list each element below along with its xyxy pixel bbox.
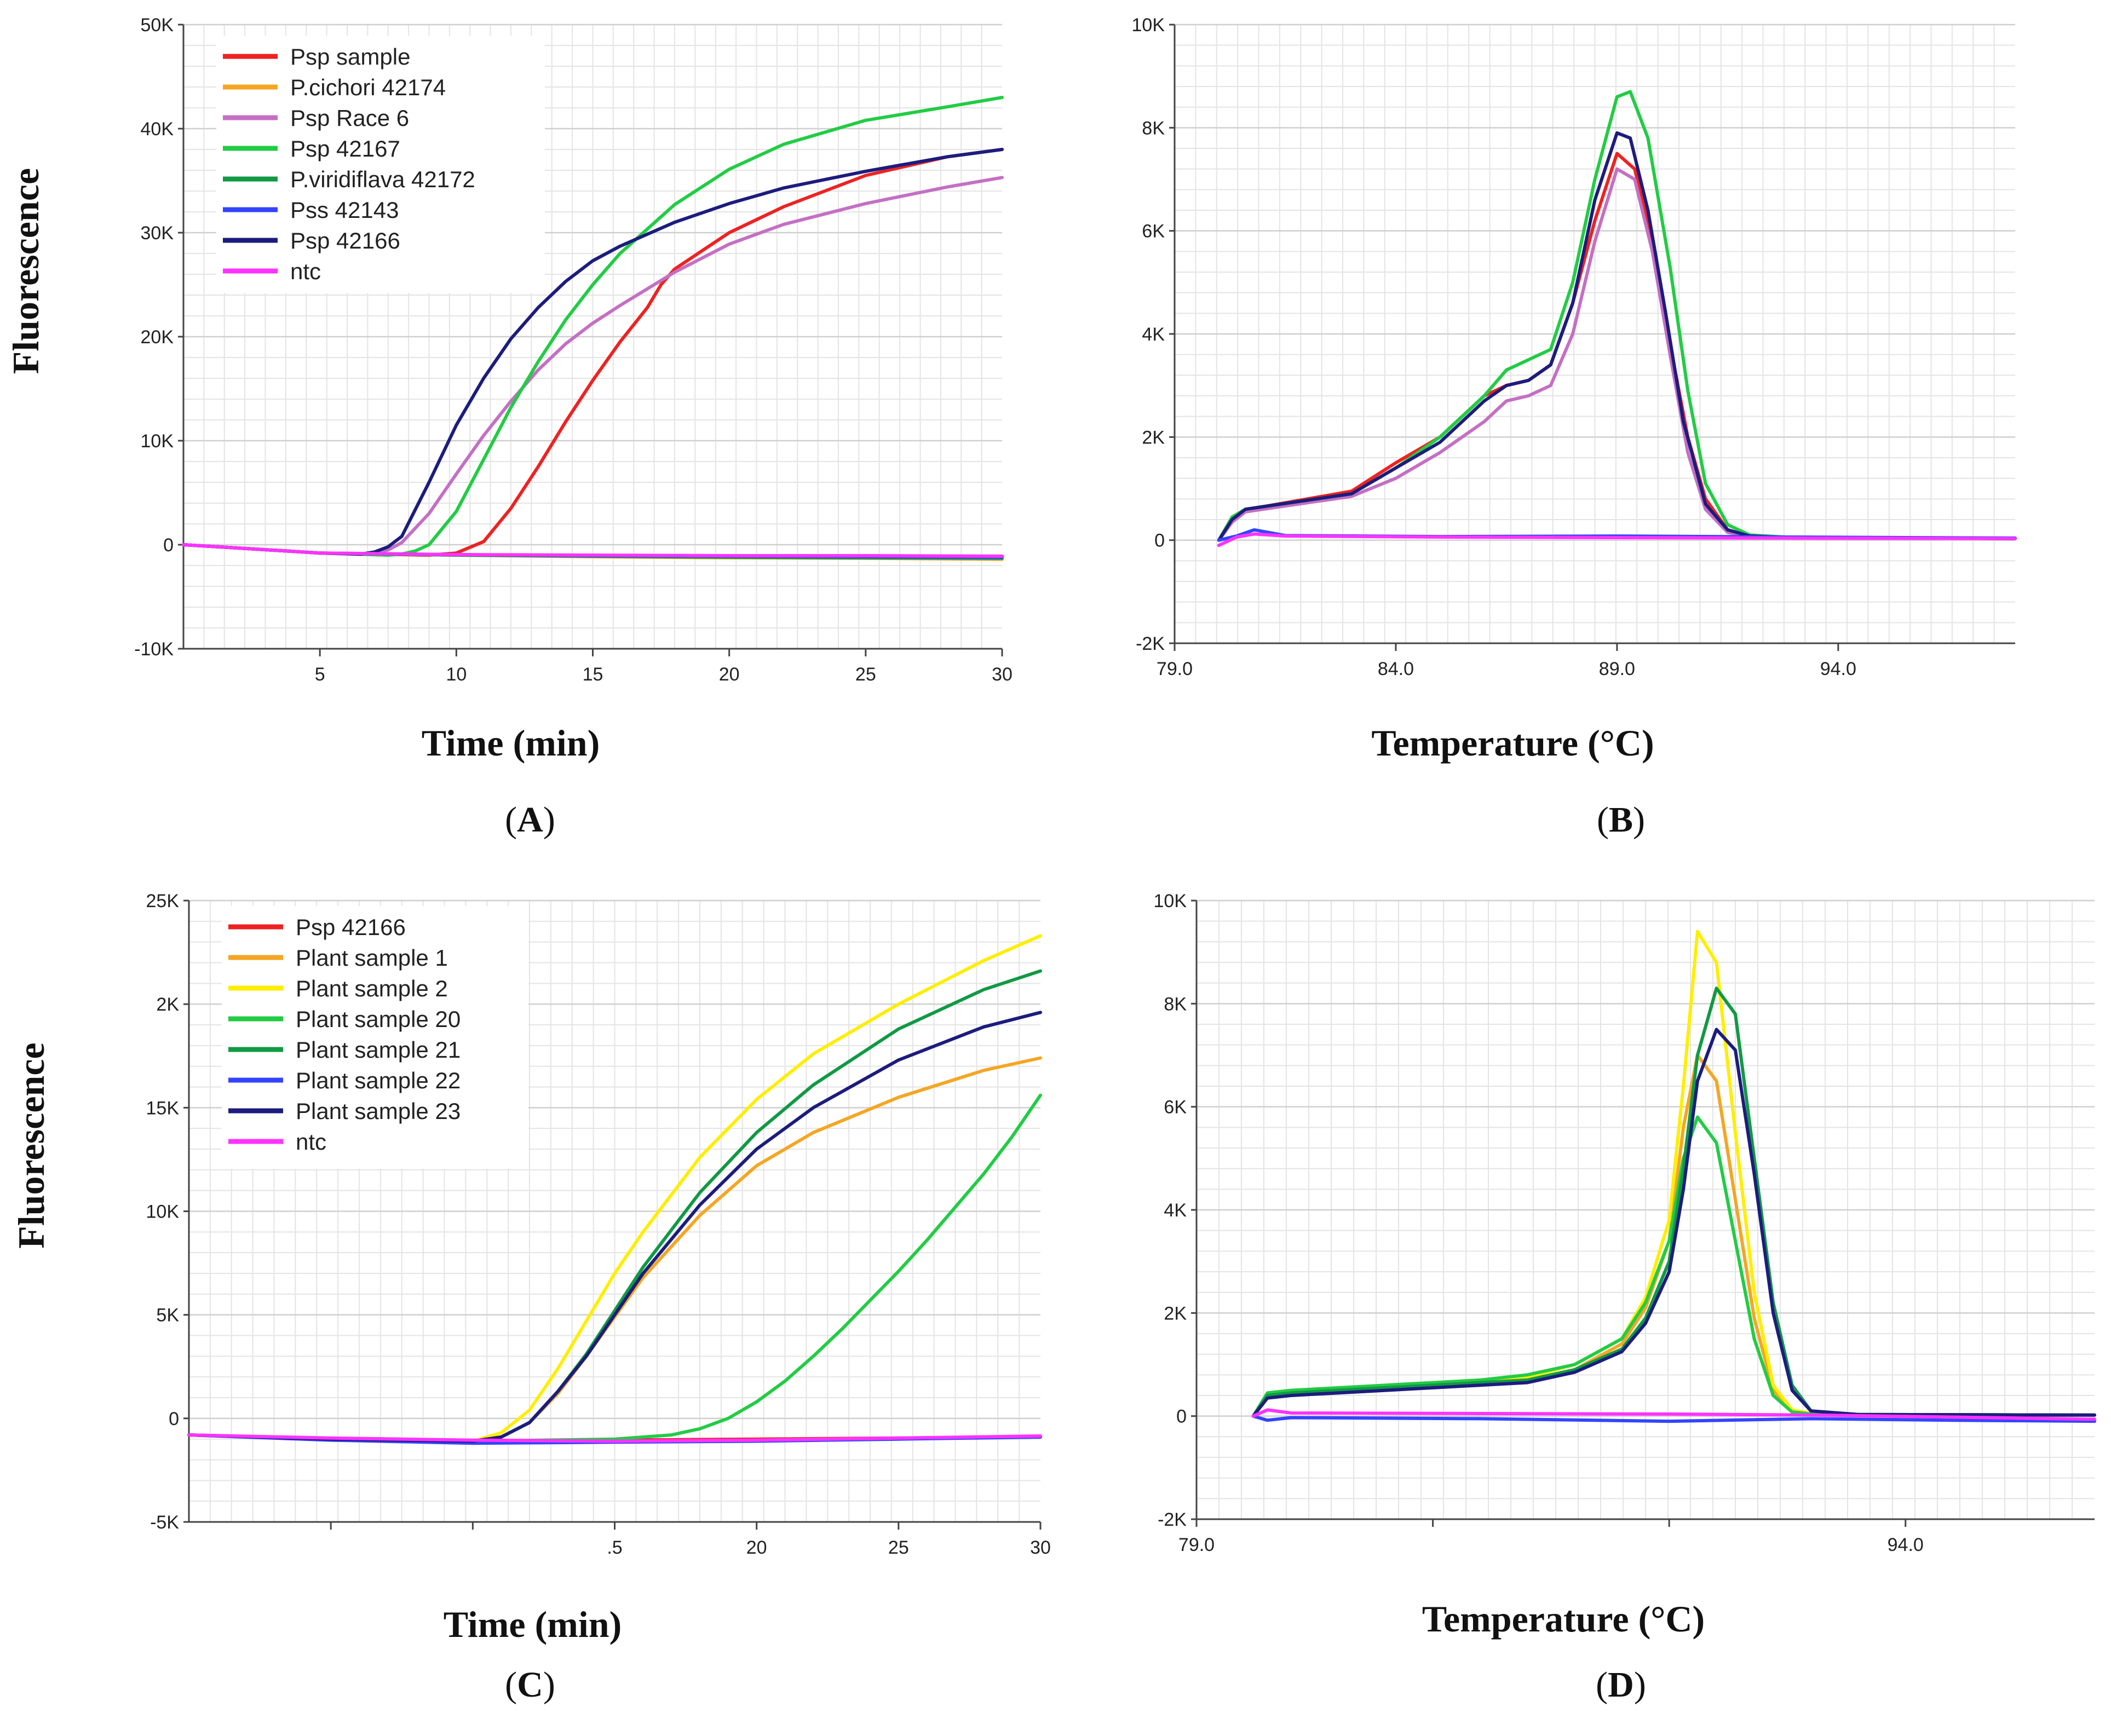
series-line-ntc <box>1217 532 2017 547</box>
y-tick-label: 50K <box>141 15 174 36</box>
x-axis-title: Time (min) <box>444 1604 622 1645</box>
caption-c: (C) <box>505 1665 555 1705</box>
x-tick-label: 10 <box>446 664 467 685</box>
panel-b-melt-curve-chart: -2K 0 2K 4K 6K 8K 10K 79.0 84.0 89.0 94.0 Temperatu… <box>1073 0 2111 799</box>
y-tick-label: 0 <box>163 535 174 556</box>
legend-label-plant-sample-1: Plant sample 1 <box>296 945 448 971</box>
y-tick-label: 8K <box>1164 994 1187 1014</box>
y-tick-label: -10K <box>134 639 174 660</box>
x-tick-label: 30 <box>1030 1537 1051 1558</box>
panel-d-melt-curve-chart: -2K 0 2K 4K 6K 8K 10K 79.0 94.0 Temperature (°C) <box>1073 870 2111 1670</box>
x-tick-label: 5 <box>315 664 325 685</box>
series-line-psp-42166 <box>1217 131 2017 542</box>
legend-label-psp-race-6: Psp Race 6 <box>290 105 409 131</box>
series-line-plant-sample-22 <box>1251 1414 2096 1423</box>
x-tick-label: 94.0 <box>1820 659 1856 679</box>
legend-label-p-cichori-42174: P.cichori 42174 <box>290 74 446 100</box>
y-tick-label: 15K <box>146 1098 180 1118</box>
legend-label-psp-42167: Psp 42167 <box>290 136 400 162</box>
series-line-psp-race-6 <box>1217 167 2017 542</box>
y-tick-label: 6K <box>1164 1097 1187 1118</box>
y-tick-label: 4K <box>1142 324 1165 345</box>
x-tick-label: 79.0 <box>1157 659 1193 679</box>
y-tick-label: -2K <box>1158 1509 1187 1530</box>
legend-box <box>216 36 545 293</box>
x-tick-label: 84.0 <box>1378 659 1414 679</box>
x-axis-title: Time (min) <box>422 722 600 764</box>
y-tick-label: -5K <box>150 1512 179 1533</box>
caption-d: (D) <box>1596 1665 1646 1705</box>
y-tick-label: 6K <box>1142 221 1165 242</box>
caption-b: (B) <box>1597 800 1645 840</box>
y-tick-label: 10K <box>1132 15 1165 36</box>
y-tick-label: 0 <box>169 1409 179 1429</box>
y-tick-label: 0 <box>1154 530 1165 551</box>
legend: Psp 42166 Plant sample 1 Plant sample 2 Pla… <box>222 906 528 1169</box>
series-line-ntc <box>187 1433 1042 1443</box>
panel-a-amplification-chart: -10K 0 10K 20K 30K 40K 50K 5 10 15 20 25 30 Psp sampl… <box>0 0 1038 799</box>
chart-svg-a: -10K 0 10K 20K 30K 40K 50K 5 10 15 20 25 30 Psp sampl… <box>5 15 1013 764</box>
series-line-ntc <box>1251 1408 2096 1421</box>
x-tick-label: 15 <box>583 664 603 685</box>
y-tick-label: 20K <box>141 327 174 348</box>
legend-label-plant-sample-23: Plant sample 23 <box>296 1098 461 1124</box>
y-tick-label: 2K <box>1142 427 1165 448</box>
legend-label-psp-42166: Psp 42166 <box>296 914 406 940</box>
y-tick-label: 8K <box>1142 118 1165 139</box>
y-tick-label: 2K <box>156 994 179 1015</box>
series-line-plant-sample-20 <box>1251 1115 2096 1418</box>
x-axis-title: Temperature (°C) <box>1371 722 1654 764</box>
x-tick-label: .5 <box>607 1537 622 1558</box>
chart-svg-c: -5K 0 5K 10K 15K 2K 25K .5 20 25 30 Psp 42166 Plant … <box>10 891 1051 1645</box>
x-axis-title: Temperature (°C) <box>1422 1598 1705 1640</box>
legend: Psp sample P.cichori 42174 Psp Race 6 Psp 4… <box>216 36 545 293</box>
chart-svg-b: -2K 0 2K 4K 6K 8K 10K 79.0 84.0 89.0 94.0 Temperatu… <box>1132 15 2017 764</box>
y-tick-label: 10K <box>1154 891 1187 912</box>
x-tick-label: 20 <box>719 664 740 685</box>
legend-label-psp-sample: Psp sample <box>290 44 410 70</box>
grid <box>1197 899 2095 1520</box>
y-axis-title: Fluorescence <box>10 1042 52 1248</box>
x-tick-label: 30 <box>992 664 1013 685</box>
y-tick-label: 10K <box>141 431 174 452</box>
legend-label-ntc: ntc <box>290 258 321 284</box>
x-tick-label: 89.0 <box>1599 659 1635 679</box>
legend-label-plant-sample-22: Plant sample 22 <box>296 1068 461 1093</box>
x-tick-label: 25 <box>888 1537 909 1558</box>
legend-label-psp-42166: Psp 42166 <box>290 228 400 253</box>
legend-label-p-viridiflava-42172: P.viridiflava 42172 <box>290 166 475 192</box>
panel-c-amplification-chart: -5K 0 5K 10K 15K 2K 25K .5 20 25 30 Psp 42166 Plant … <box>0 870 1051 1670</box>
legend-label-plant-sample-21: Plant sample 21 <box>296 1037 461 1063</box>
legend-label-plant-sample-20: Plant sample 20 <box>296 1006 461 1032</box>
x-tick-label: 25 <box>855 664 876 685</box>
series-line-ntc <box>182 543 1004 558</box>
x-tick-label: 94.0 <box>1888 1535 1924 1555</box>
legend-box <box>222 906 528 1169</box>
y-tick-label: 0 <box>1176 1406 1187 1427</box>
legend-label-ntc: ntc <box>296 1129 326 1155</box>
legend-label-pss-42143: Pss 42143 <box>290 197 399 223</box>
y-tick-label: 25K <box>146 891 180 912</box>
x-tick-label: 20 <box>746 1537 767 1558</box>
legend-label-plant-sample-2: Plant sample 2 <box>296 976 448 1001</box>
series-line-plant-sample-23 <box>1251 1028 2096 1418</box>
y-tick-label: -2K <box>1136 633 1165 654</box>
y-tick-label: 10K <box>146 1202 180 1222</box>
y-tick-label: 2K <box>1164 1303 1187 1324</box>
caption-a: (A) <box>505 800 555 840</box>
grid <box>1175 24 2015 644</box>
y-axis-title: Fluorescence <box>5 168 47 374</box>
chart-svg-d: -2K 0 2K 4K 6K 8K 10K 79.0 94.0 Temperature (°C) <box>1154 891 2096 1640</box>
y-tick-label: 40K <box>141 119 174 140</box>
y-tick-label: 30K <box>141 223 174 244</box>
x-tick-label: 79.0 <box>1178 1535 1215 1555</box>
y-tick-label: 4K <box>1164 1200 1187 1221</box>
series-line-psp-42166 <box>182 148 1004 556</box>
y-tick-label: 5K <box>156 1305 179 1326</box>
